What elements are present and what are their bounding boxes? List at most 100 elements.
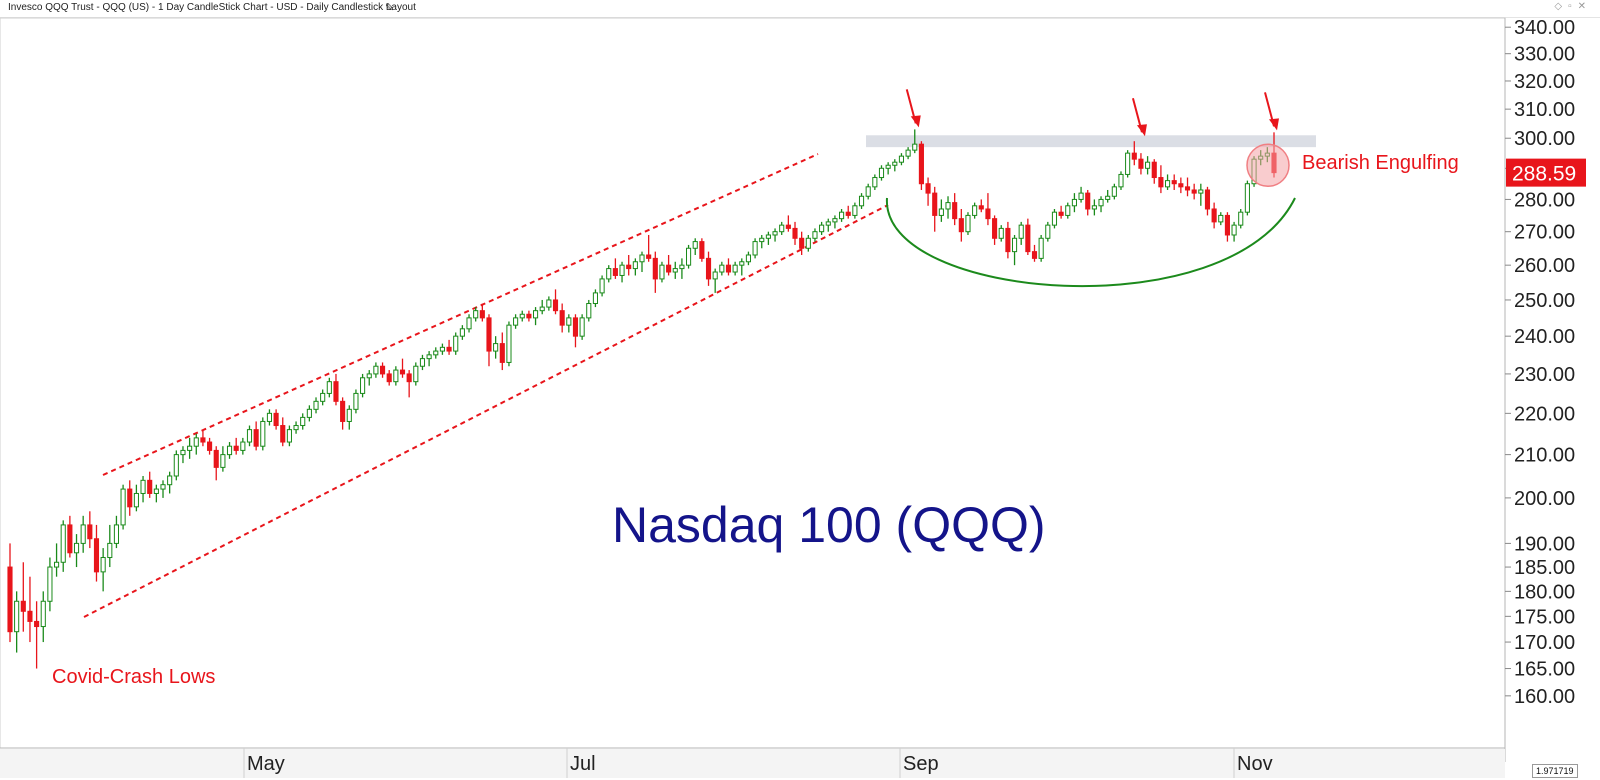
candle-down bbox=[333, 373, 339, 406]
candle-down bbox=[646, 234, 652, 262]
candle-body bbox=[413, 365, 419, 383]
candle-down bbox=[1085, 189, 1091, 216]
candle-body bbox=[632, 261, 638, 270]
candle-body bbox=[1184, 186, 1191, 191]
candle-up bbox=[1125, 150, 1131, 178]
y-tick-label: 230.00 bbox=[1514, 364, 1575, 386]
candle-body bbox=[87, 524, 93, 540]
candle-body bbox=[1204, 189, 1211, 210]
candle-body bbox=[992, 218, 998, 239]
x-tick-label: Jul bbox=[570, 753, 596, 775]
candle-up bbox=[885, 162, 891, 175]
candle-up bbox=[373, 362, 379, 378]
diamond-icon[interactable]: ◇ bbox=[1554, 1, 1569, 12]
candle-up bbox=[566, 314, 572, 333]
candle-up bbox=[60, 520, 66, 572]
candle-body bbox=[406, 373, 412, 383]
candle-body bbox=[1178, 183, 1184, 188]
candle-body bbox=[207, 441, 213, 451]
candle-down bbox=[705, 251, 712, 286]
candle-body bbox=[765, 234, 771, 239]
candle-up bbox=[819, 221, 825, 235]
candle-up bbox=[1051, 208, 1058, 229]
candle-body bbox=[1171, 180, 1177, 185]
candle-body bbox=[167, 475, 173, 486]
candle-down bbox=[572, 314, 579, 348]
candle-up bbox=[167, 471, 173, 494]
candle-up bbox=[153, 484, 159, 503]
candle-body bbox=[586, 303, 592, 319]
candle-up bbox=[832, 215, 838, 229]
candle-up bbox=[419, 354, 426, 371]
candles-layer bbox=[7, 129, 1277, 669]
candle-up bbox=[506, 321, 512, 367]
candle-body bbox=[925, 183, 931, 194]
candle-body bbox=[113, 524, 120, 544]
candle-down bbox=[925, 177, 931, 206]
candle-up bbox=[539, 299, 545, 315]
candle-up bbox=[1018, 221, 1024, 245]
candle-down bbox=[1211, 202, 1217, 229]
candle-body bbox=[552, 299, 559, 312]
candle-up bbox=[393, 366, 399, 386]
candle-body bbox=[672, 268, 678, 273]
candle-body bbox=[659, 264, 665, 280]
candle-up bbox=[739, 258, 745, 276]
candle-body bbox=[1151, 161, 1157, 179]
candle-body bbox=[965, 214, 971, 233]
candle-body bbox=[1211, 208, 1217, 223]
candle-body bbox=[865, 186, 871, 197]
candle-body bbox=[213, 449, 219, 468]
candle-body bbox=[1051, 211, 1058, 226]
candle-body bbox=[872, 177, 878, 188]
x-tick-label: May bbox=[247, 753, 285, 775]
candle-down bbox=[1158, 165, 1164, 194]
candle-body bbox=[752, 241, 758, 256]
axis-scale-readout[interactable]: 1.971719 bbox=[1532, 764, 1578, 778]
chart-overlays-front: Bearish Engulfing Covid-Crash Lows Nasdaq … bbox=[52, 89, 1586, 688]
candle-body bbox=[1085, 192, 1091, 210]
candle-up bbox=[193, 433, 199, 455]
y-tick-label: 180.00 bbox=[1514, 581, 1575, 603]
candle-body bbox=[885, 164, 891, 169]
candle-body bbox=[905, 149, 911, 157]
candle-body bbox=[952, 202, 958, 220]
candle-up bbox=[825, 218, 831, 232]
candle-up bbox=[679, 258, 685, 279]
candle-up bbox=[1098, 196, 1104, 213]
last-price-tag bbox=[1506, 158, 1586, 187]
candle-body bbox=[619, 264, 625, 276]
candle-up bbox=[120, 484, 126, 530]
candle-body bbox=[579, 317, 585, 337]
candle-up bbox=[1218, 212, 1224, 226]
candle-up bbox=[54, 543, 60, 577]
candle-body bbox=[220, 454, 226, 468]
candle-body bbox=[1011, 237, 1018, 253]
candle-body bbox=[246, 429, 253, 443]
close-icon[interactable]: ✕ bbox=[1577, 1, 1592, 12]
candle-down bbox=[666, 254, 672, 276]
peak-arrow-2 bbox=[1131, 97, 1147, 137]
candle-body bbox=[393, 369, 399, 383]
candle-body bbox=[147, 479, 153, 494]
candle-up bbox=[293, 421, 299, 434]
candle-body bbox=[226, 445, 233, 456]
candle-body bbox=[486, 317, 492, 352]
candle-body bbox=[559, 310, 565, 326]
maximize-icon[interactable]: ▫ bbox=[1568, 1, 1578, 12]
candle-body bbox=[799, 237, 805, 249]
window-controls[interactable]: ◇▫✕ bbox=[1554, 1, 1592, 12]
candle-up bbox=[619, 261, 625, 283]
candle-body bbox=[839, 211, 845, 220]
candle-body bbox=[1038, 237, 1044, 259]
candle-body bbox=[379, 365, 386, 375]
candle-body bbox=[73, 542, 80, 554]
pencil-icon[interactable]: ✎ bbox=[385, 2, 395, 14]
candle-up bbox=[113, 515, 120, 549]
candle-up bbox=[586, 299, 592, 322]
candle-up bbox=[260, 417, 266, 451]
candle-up bbox=[1065, 202, 1071, 219]
x-tick-label: Sep bbox=[903, 753, 939, 775]
candle-body bbox=[785, 224, 791, 229]
candle-body bbox=[832, 218, 838, 223]
